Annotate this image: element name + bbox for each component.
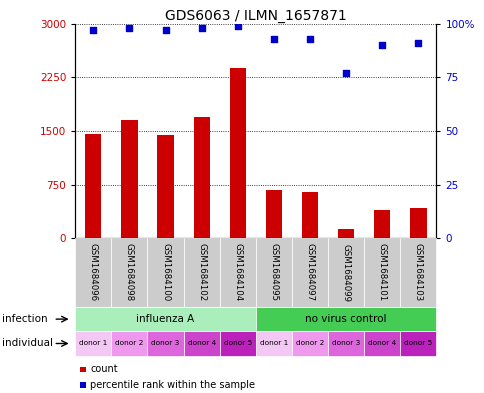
Title: GDS6063 / ILMN_1657871: GDS6063 / ILMN_1657871 <box>165 9 346 22</box>
Text: GSM1684102: GSM1684102 <box>197 243 206 302</box>
Bar <box>157 135 173 238</box>
Text: infection: infection <box>2 314 48 324</box>
Point <box>414 40 422 46</box>
Text: GSM1684104: GSM1684104 <box>233 243 242 302</box>
Text: GSM1684097: GSM1684097 <box>305 244 314 301</box>
Bar <box>409 208 426 238</box>
Bar <box>373 210 390 238</box>
Text: percentile rank within the sample: percentile rank within the sample <box>90 380 255 390</box>
Text: donor 4: donor 4 <box>187 340 215 347</box>
Bar <box>121 120 137 238</box>
Text: donor 2: donor 2 <box>295 340 324 347</box>
Bar <box>337 229 354 238</box>
Text: individual: individual <box>2 338 53 349</box>
Text: donor 5: donor 5 <box>404 340 432 347</box>
Bar <box>85 134 101 238</box>
Text: GSM1684103: GSM1684103 <box>413 243 422 302</box>
Text: GSM1684101: GSM1684101 <box>377 243 386 302</box>
Text: no virus control: no virus control <box>305 314 386 324</box>
Text: GSM1684099: GSM1684099 <box>341 244 350 301</box>
Bar <box>301 193 318 238</box>
Point <box>342 70 349 76</box>
Text: count: count <box>90 364 118 374</box>
Bar <box>229 68 245 238</box>
Text: donor 4: donor 4 <box>367 340 395 347</box>
Point <box>89 27 97 33</box>
Point <box>233 22 241 29</box>
Text: GSM1684096: GSM1684096 <box>89 244 98 301</box>
Point <box>305 35 313 42</box>
Text: donor 1: donor 1 <box>79 340 107 347</box>
Point <box>197 25 205 31</box>
Text: donor 3: donor 3 <box>151 340 179 347</box>
Point <box>270 35 277 42</box>
Text: influenza A: influenza A <box>136 314 194 324</box>
Point <box>161 27 169 33</box>
Text: donor 1: donor 1 <box>259 340 287 347</box>
Text: donor 3: donor 3 <box>332 340 360 347</box>
Bar <box>265 189 282 238</box>
Text: donor 2: donor 2 <box>115 340 143 347</box>
Text: GSM1684098: GSM1684098 <box>124 244 134 301</box>
Text: donor 5: donor 5 <box>223 340 251 347</box>
Point <box>378 42 385 48</box>
Text: GSM1684095: GSM1684095 <box>269 244 278 301</box>
Text: GSM1684100: GSM1684100 <box>161 243 170 302</box>
Point <box>125 25 133 31</box>
Bar <box>193 117 210 238</box>
